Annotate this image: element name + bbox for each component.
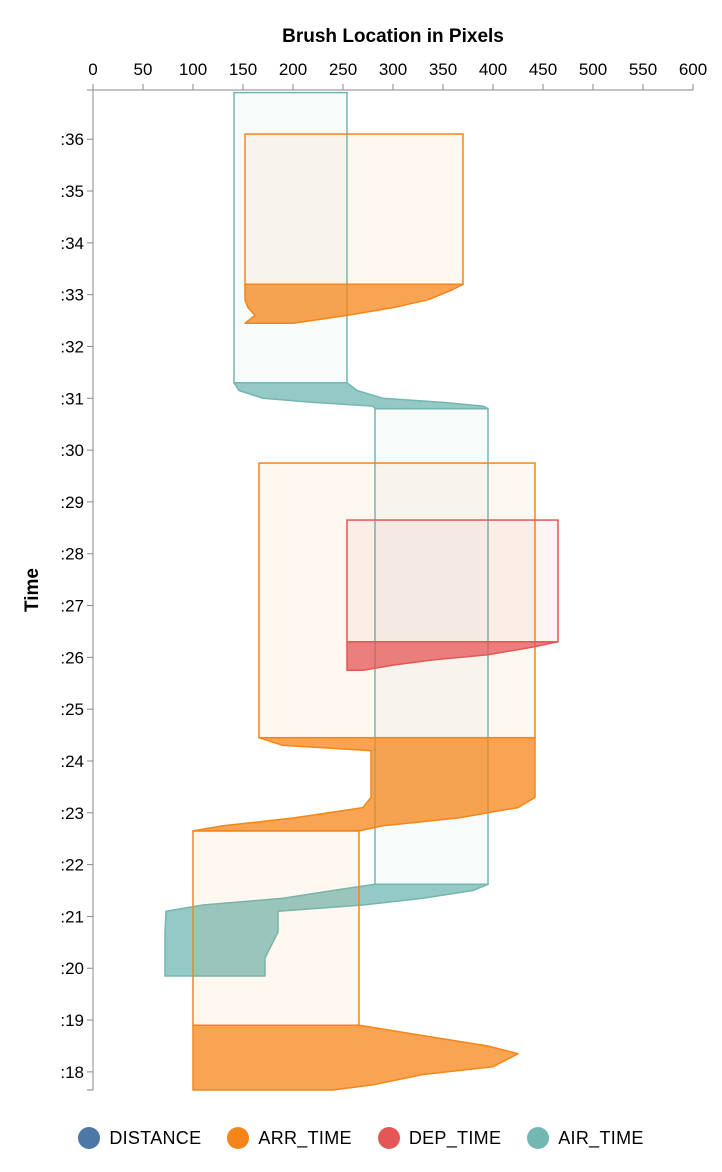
x-axis: 0 50 100 150 200 250 300 350 400 450 500 550 600	[88, 60, 707, 91]
y-tick-label: :31	[60, 389, 84, 408]
y-tick-label: :27	[60, 597, 84, 616]
plot-area[interactable]	[164, 91, 559, 1091]
legend-label: DISTANCE	[109, 1127, 202, 1148]
x-tick-label: 0	[88, 60, 97, 79]
legend-swatch	[227, 1127, 250, 1149]
y-tick-label: :36	[60, 130, 84, 149]
brush-transition	[233, 381, 489, 410]
brush-transition	[244, 283, 464, 324]
x-tick-label: 450	[529, 60, 557, 79]
y-tick-label: :28	[60, 545, 84, 564]
y-tick-label: :21	[60, 907, 84, 926]
brush-rect[interactable]	[244, 133, 464, 286]
legend-label: AIR_TIME	[558, 1127, 644, 1148]
x-tick-label: 550	[629, 60, 657, 79]
y-tick-label: :20	[60, 959, 84, 978]
y-tick-label: :34	[60, 234, 84, 253]
legend-item-air-time[interactable]: AIR_TIME	[527, 1127, 643, 1149]
legend-swatch	[527, 1127, 550, 1149]
legend-item-distance[interactable]: DISTANCE	[78, 1127, 201, 1149]
brush-rect[interactable]	[233, 91, 348, 384]
x-tick-label: 50	[134, 60, 153, 79]
x-tick-label: 600	[679, 60, 707, 79]
y-axis: :36 :35 :34 :33 :32 :31 :30 :29 :28 :27 :26 :25 :24:…	[60, 89, 94, 1091]
y-tick-label: :29	[60, 493, 84, 512]
y-axis-title: Time	[22, 568, 43, 612]
brush-transition	[192, 1024, 519, 1091]
x-tick-label: 500	[579, 60, 607, 79]
x-tick-label: 350	[429, 60, 457, 79]
x-tick-label: 400	[479, 60, 507, 79]
x-tick-label: 250	[329, 60, 357, 79]
brush-rect[interactable]	[346, 519, 559, 643]
legend-label: DEP_TIME	[408, 1127, 502, 1148]
x-tick-label: 300	[379, 60, 407, 79]
y-tick-label: :35	[60, 182, 84, 201]
y-tick-label: :30	[60, 441, 84, 460]
x-tick-label: 100	[179, 60, 207, 79]
series-dep-time	[346, 519, 559, 672]
y-axis-domain	[87, 89, 94, 1091]
legend-label: ARR_TIME	[258, 1127, 352, 1148]
y-tick-label: :33	[60, 286, 84, 305]
x-tick-label: 150	[229, 60, 257, 79]
y-tick-label: :25	[60, 700, 84, 719]
brush-transition	[346, 641, 559, 672]
chart: Brush Location in Pixels 0 50 100 150 200 250…	[22, 26, 707, 1091]
legend-item-arr-time[interactable]: ARR_TIME	[227, 1127, 352, 1149]
brush-transition	[164, 883, 489, 977]
series-arr-time	[192, 133, 536, 1091]
legend-swatch	[377, 1127, 400, 1149]
legend: DISTANCE ARR_TIME DEP_TIME AIR_TIME	[0, 1120, 722, 1156]
y-tick-label: :24	[60, 752, 84, 771]
y-tick-label: :18	[60, 1063, 84, 1082]
y-tick-label: :23	[60, 804, 84, 823]
brush-rect[interactable]	[192, 830, 360, 1026]
y-tick-label: :26	[60, 648, 84, 667]
y-tick-label: :19	[60, 1011, 84, 1030]
x-tick-label: 200	[279, 60, 307, 79]
x-axis-title: Brush Location in Pixels	[282, 26, 504, 47]
legend-swatch	[78, 1127, 101, 1149]
brush-rect[interactable]	[258, 462, 536, 739]
y-tick-label: :32	[60, 337, 84, 356]
y-tick-label: :22	[60, 856, 84, 875]
legend-item-dep-time[interactable]: DEP_TIME	[377, 1127, 502, 1149]
